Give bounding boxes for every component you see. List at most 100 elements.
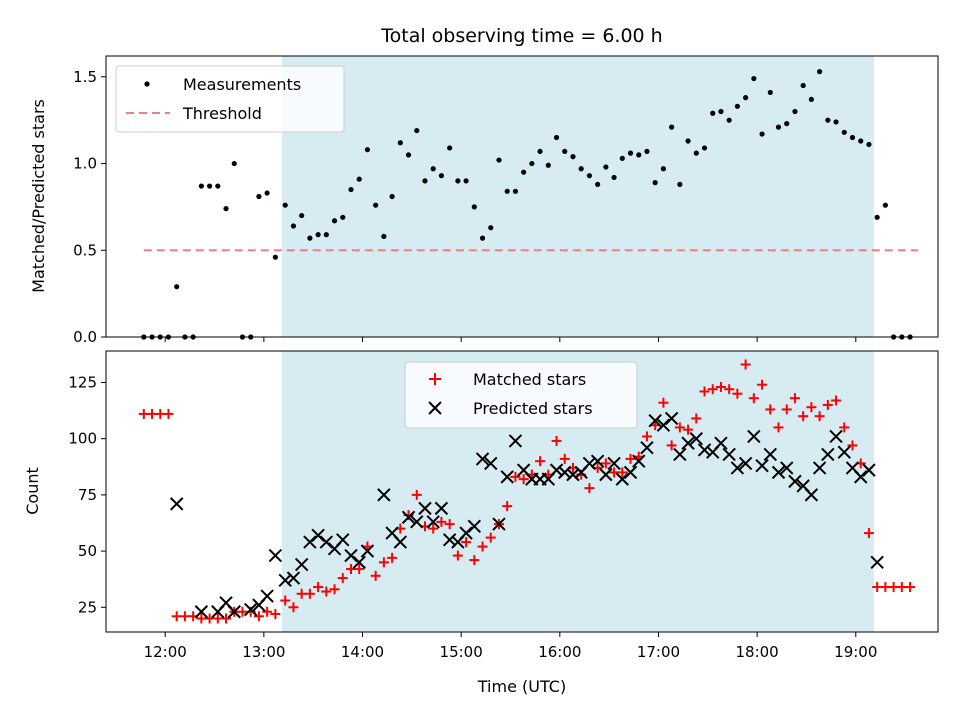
measurement-point <box>331 218 338 224</box>
matched-star-point <box>378 557 389 568</box>
predicted-star-point <box>640 440 654 455</box>
predicted-star-point <box>738 456 753 471</box>
measurement-point <box>496 157 502 163</box>
x-tick-label: 12:00 <box>144 643 187 661</box>
measurement-point <box>619 155 625 161</box>
matched-star-point <box>337 573 348 584</box>
measurement-point <box>521 169 527 175</box>
measurement-point <box>389 193 395 200</box>
predicted-star-point <box>648 413 662 428</box>
matched-star-point <box>674 422 685 433</box>
matched-star-point <box>444 519 455 530</box>
measurement-point <box>570 154 576 160</box>
measurement-point <box>364 147 371 153</box>
matched-star-point <box>518 474 529 485</box>
measurement-point <box>430 166 436 172</box>
matched-star-point <box>847 440 858 451</box>
matched-star-point <box>715 381 726 392</box>
predicted-star-point <box>854 470 868 484</box>
matched-star-point <box>559 453 570 464</box>
measurement-point <box>685 138 691 144</box>
matched-star-point <box>666 440 677 451</box>
x-tick-label: 15:00 <box>440 643 483 661</box>
predicted-star-point <box>664 411 679 426</box>
measurement-point <box>264 190 270 196</box>
predicted-star-point <box>360 544 375 558</box>
predicted-star-point <box>508 434 523 448</box>
predicted-star-point <box>344 548 358 563</box>
matched-star-point <box>411 489 422 500</box>
predicted-star-point <box>599 467 613 482</box>
x-tick-label: 16:00 <box>538 643 581 661</box>
matched-star-point <box>732 388 743 399</box>
top-shaded-interval <box>281 56 874 337</box>
measurement-point <box>438 173 445 179</box>
measurement-point <box>348 186 354 193</box>
predicted-star-point <box>788 474 802 489</box>
predicted-star-point <box>426 515 440 529</box>
measurement-point <box>290 223 297 229</box>
measurement-point <box>422 178 428 184</box>
measurement-point <box>611 174 617 181</box>
matched-star-point <box>831 395 842 406</box>
measurement-point <box>323 232 329 238</box>
x-tick-label: 14:00 <box>341 643 384 661</box>
y-tick-label: 0.0 <box>73 328 97 346</box>
bottom-legend: Matched stars Predicted stars <box>404 361 638 429</box>
predicted-star-point <box>829 429 843 444</box>
matched-star-point <box>313 582 324 593</box>
bottom-legend-box <box>404 361 638 429</box>
matched-star-point <box>839 422 850 433</box>
predicted-star-point <box>837 445 851 459</box>
predicted-star-point <box>747 429 761 444</box>
matched-star-point <box>535 456 546 467</box>
legend-predicted-marker <box>428 401 442 415</box>
predicted-star-point <box>549 463 564 477</box>
predicted-star-point <box>656 418 671 432</box>
predicted-star-point <box>352 555 366 570</box>
predicted-star-point <box>319 535 334 549</box>
matched-star-point <box>288 602 299 613</box>
matched-star-point <box>452 550 463 561</box>
measurement-point <box>751 75 757 82</box>
predicted-star-point <box>467 519 482 534</box>
y-tick-label: 1.5 <box>73 68 97 86</box>
legend-matched-label: Matched stars <box>473 370 586 389</box>
predicted-star-point <box>401 510 416 525</box>
measurement-point <box>578 166 584 172</box>
bottom-matched-points <box>138 359 916 624</box>
matched-star-point <box>510 471 521 482</box>
measurement-point <box>734 103 740 109</box>
measurement-point <box>586 173 593 179</box>
matched-star-point <box>683 424 694 435</box>
predicted-star-point <box>418 501 432 516</box>
top-legend-box <box>115 65 345 133</box>
matched-star-point <box>321 586 332 597</box>
chart-title: Total observing time = 6.00 h <box>380 25 662 47</box>
predicted-star-point <box>870 555 884 570</box>
predicted-star-point <box>566 467 580 482</box>
measurement-point <box>206 183 213 189</box>
measurement-point <box>381 233 387 239</box>
bottom-x-ticks: 12:00 13:00 14:00 15:00 16:00 17:00 18:00 19:00 <box>144 632 877 661</box>
predicted-star-point <box>590 454 605 468</box>
predicted-star-point <box>500 470 514 484</box>
measurement-point <box>405 152 412 158</box>
matched-star-point <box>304 588 315 599</box>
matched-star-point <box>863 528 874 539</box>
legend-predicted-label: Predicted stars <box>473 399 593 418</box>
measurement-point <box>340 214 346 220</box>
measurement-point <box>603 164 609 170</box>
measurement-point <box>669 124 675 130</box>
legend-threshold-label: Threshold <box>182 104 262 123</box>
measurement-point <box>529 160 535 167</box>
matched-star-point <box>428 523 439 534</box>
matched-star-point <box>789 393 800 404</box>
measurement-point <box>553 134 560 141</box>
predicted-star-point <box>410 515 424 529</box>
measurement-point <box>307 235 313 241</box>
measurement-point <box>562 148 568 155</box>
predicted-star-point <box>681 436 695 450</box>
top-panel: 0.0 0.5 1.0 1.5 Total observing time = 6.00… <box>29 25 939 346</box>
